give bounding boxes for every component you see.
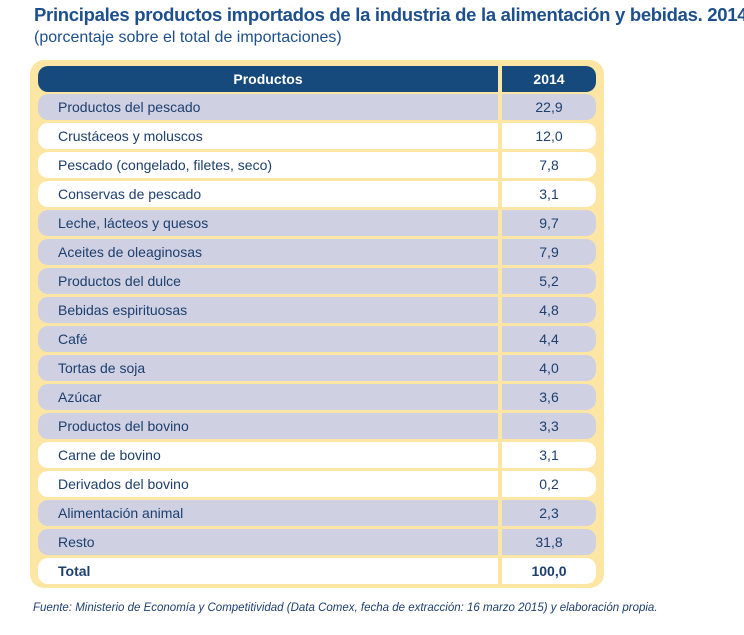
table-row: Pescado (congelado, filetes, seco) 7,8 xyxy=(38,152,596,178)
product-cell: Tortas de soja xyxy=(38,355,498,381)
table-row: Carne de bovino 3,1 xyxy=(38,442,596,468)
page-title: Principales productos importados de la i… xyxy=(34,4,744,25)
product-cell: Resto xyxy=(38,529,498,555)
product-cell: Café xyxy=(38,326,498,352)
value-cell: 3,3 xyxy=(502,413,596,439)
table-row: Crustáceos y moluscos 12,0 xyxy=(38,123,596,149)
page-subtitle: (porcentaje sobre el total de importacio… xyxy=(34,29,342,46)
value-cell: 2,3 xyxy=(502,500,596,526)
product-cell: Leche, lácteos y quesos xyxy=(38,210,498,236)
total-label: Total xyxy=(38,558,498,584)
product-cell: Productos del pescado xyxy=(38,94,498,120)
header-productos: Productos xyxy=(38,66,498,92)
table-row: Conservas de pescado 3,1 xyxy=(38,181,596,207)
product-cell: Carne de bovino xyxy=(38,442,498,468)
value-cell: 5,2 xyxy=(502,268,596,294)
table-row: Productos del bovino 3,3 xyxy=(38,413,596,439)
table-row: Leche, lácteos y quesos 9,7 xyxy=(38,210,596,236)
value-cell: 3,1 xyxy=(502,181,596,207)
value-cell: 9,7 xyxy=(502,210,596,236)
product-cell: Aceites de oleaginosas xyxy=(38,239,498,265)
product-cell: Crustáceos y moluscos xyxy=(38,123,498,149)
header-2014: 2014 xyxy=(502,66,596,92)
table-header: Productos 2014 xyxy=(38,66,596,92)
value-cell: 0,2 xyxy=(502,471,596,497)
table-row: Azúcar 3,6 xyxy=(38,384,596,410)
table-row: Resto 31,8 xyxy=(38,529,596,555)
product-cell: Productos del bovino xyxy=(38,413,498,439)
value-cell: 3,1 xyxy=(502,442,596,468)
table-row: Productos del pescado 22,9 xyxy=(38,94,596,120)
value-cell: 31,8 xyxy=(502,529,596,555)
product-cell: Azúcar xyxy=(38,384,498,410)
value-cell: 4,0 xyxy=(502,355,596,381)
value-cell: 4,8 xyxy=(502,297,596,323)
product-cell: Productos del dulce xyxy=(38,268,498,294)
value-cell: 4,4 xyxy=(502,326,596,352)
value-cell: 7,8 xyxy=(502,152,596,178)
product-cell: Bebidas espirituosas xyxy=(38,297,498,323)
product-cell: Derivados del bovino xyxy=(38,471,498,497)
value-cell: 22,9 xyxy=(502,94,596,120)
total-row: Total 100,0 xyxy=(38,558,596,584)
table-row: Productos del dulce 5,2 xyxy=(38,268,596,294)
table-row: Alimentación animal 2,3 xyxy=(38,500,596,526)
total-value: 100,0 xyxy=(502,558,596,584)
value-cell: 3,6 xyxy=(502,384,596,410)
table-row: Bebidas espirituosas 4,8 xyxy=(38,297,596,323)
table-row: Aceites de oleaginosas 7,9 xyxy=(38,239,596,265)
table-row: Tortas de soja 4,0 xyxy=(38,355,596,381)
source-note: Fuente: Ministerio de Economía y Competi… xyxy=(33,602,658,614)
value-cell: 12,0 xyxy=(502,123,596,149)
value-cell: 7,9 xyxy=(502,239,596,265)
product-cell: Pescado (congelado, filetes, seco) xyxy=(38,152,498,178)
table-row: Derivados del bovino 0,2 xyxy=(38,471,596,497)
product-cell: Alimentación animal xyxy=(38,500,498,526)
product-cell: Conservas de pescado xyxy=(38,181,498,207)
table-row: Café 4,4 xyxy=(38,326,596,352)
